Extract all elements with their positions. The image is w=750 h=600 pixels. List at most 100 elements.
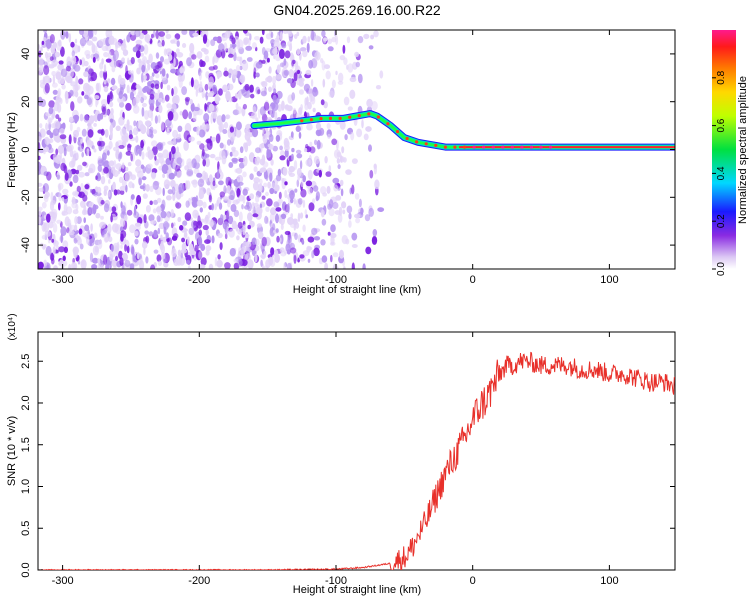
spectrogram-noise-cell: [119, 101, 125, 108]
spectrogram-noise-cell: [247, 224, 251, 230]
spectrogram-noise-cell: [173, 222, 176, 227]
spectrogram-noise-cell: [151, 72, 155, 77]
spectrogram-noise-cell: [77, 164, 83, 171]
spectrogram-noise-cell: [146, 59, 150, 65]
spectrogram-noise-cell: [106, 94, 111, 105]
spectrogram-noise-cell: [43, 259, 47, 267]
spectrogram-noise-cell: [202, 34, 208, 44]
spectrogram-noise-cell: [339, 120, 346, 130]
spectrogram-noise-cell: [145, 184, 150, 192]
spectrogram-noise-cell: [227, 199, 231, 208]
spectrogram-noise-cell: [107, 51, 112, 61]
spectrogram-noise-cell: [259, 203, 263, 209]
spectrogram-noise-cell: [146, 83, 151, 93]
spectrogram-noise-cell: [107, 78, 111, 84]
ridge-hot-spot: [386, 122, 390, 126]
spectrogram-noise-cell: [277, 104, 283, 112]
spectrogram-noise-cell: [170, 39, 176, 44]
spectrogram-noise-cell: [58, 39, 62, 47]
spectrogram-noise-cell: [326, 122, 331, 130]
spectrogram-noise-cell: [161, 236, 168, 243]
spectrogram-noise-cell: [348, 220, 352, 228]
spectrogram-noise-cell: [192, 32, 199, 37]
spectrogram-noise-cell: [320, 58, 324, 64]
spectrogram-noise-cell: [110, 244, 114, 252]
spectrogram-noise-cell: [62, 188, 69, 195]
spectrogram-noise-cell: [287, 236, 291, 245]
spectrogram-noise-cell: [167, 169, 172, 174]
spectrogram-noise-cell: [199, 207, 203, 213]
ridge-hot-spot: [348, 115, 352, 119]
x-tick-label: 100: [600, 575, 618, 587]
spectrogram-noise-cell: [233, 258, 239, 263]
spectrogram-noise-cell: [171, 111, 179, 122]
spectrogram-noise-cell: [332, 252, 339, 258]
spectrogram-noise-cell: [182, 109, 189, 120]
spectrogram-noise-cell: [125, 184, 128, 193]
spectrogram-noise-cell: [58, 202, 61, 211]
spectrogram-noise-cell: [38, 57, 44, 67]
spectrogram-noise-cell: [81, 209, 87, 216]
spectrogram-noise-cell: [113, 53, 116, 61]
spectrogram-noise-cell: [81, 151, 84, 158]
spectrogram-noise-cell: [204, 103, 208, 112]
spectrogram-noise-cell: [314, 35, 320, 42]
spectrogram-noise-cell: [92, 56, 96, 63]
spectrogram-noise-cell: [58, 60, 64, 65]
spectrogram-noise-cell: [166, 103, 172, 109]
spectrogram-noise-cell: [365, 126, 372, 132]
spectrogram-noise-cell: [95, 212, 101, 219]
spectrogram-noise-cell: [364, 214, 371, 222]
spectrogram-noise-cell: [161, 39, 165, 47]
spectrogram-noise-cell: [92, 245, 100, 256]
spectrogram-noise-cell: [62, 255, 66, 262]
spectrogram-noise-cell: [245, 45, 253, 51]
spectrogram-noise-cell: [108, 37, 113, 45]
snr-x-label: Height of straight line (km): [293, 584, 421, 596]
spectrogram-noise-cell: [208, 194, 213, 203]
spectrogram-noise-cell: [328, 165, 332, 172]
spectrogram-noise-cell: [316, 139, 321, 150]
spectrogram-noise-cell: [252, 157, 258, 165]
spectrogram-noise-cell: [124, 244, 128, 252]
spectrogram-noise-cell: [186, 168, 194, 177]
spectrogram-noise-cell: [68, 33, 72, 43]
spectrogram-noise-cell: [336, 158, 341, 164]
spectrogram-noise-cell: [149, 185, 154, 193]
spectrogram-noise-cell: [220, 214, 224, 222]
spectrogram-noise-cell: [103, 85, 109, 93]
spectrogram-noise-cell: [299, 254, 305, 259]
spectrogram-noise-cell: [104, 129, 109, 138]
y-tick-label: 1.0: [20, 479, 32, 494]
spectrogram-noise-cell: [334, 210, 341, 215]
spectrogram-noise-cell: [130, 153, 133, 162]
spectrogram-noise-cell: [103, 167, 109, 174]
spectrogram-noise-cell: [374, 179, 380, 190]
spectrogram-noise-cell: [177, 74, 183, 83]
spectrogram-noise-cell: [70, 101, 75, 112]
spectrogram-noise-cell: [173, 137, 177, 146]
spectrogram-noise-cell: [231, 133, 235, 139]
spectrogram-noise-cell: [328, 208, 335, 217]
y-tick-label: 0.5: [20, 521, 32, 536]
spectrogram-noise-cell: [153, 199, 159, 205]
spectrogram-noise-cell: [52, 222, 58, 233]
spectrogram-noise-cell: [218, 43, 225, 52]
spectrogram-noise-cell: [286, 105, 293, 112]
spectrogram-noise-cell: [90, 223, 93, 232]
spectrogram-noise-cell: [53, 240, 59, 247]
ridge-hot-spot: [357, 114, 361, 118]
spectrogram-noise-cell: [115, 163, 122, 170]
spectrogram-noise-cell: [237, 229, 242, 235]
spectrogram-noise-cell: [337, 164, 341, 170]
spectrogram-noise-cell: [103, 203, 110, 213]
spectrogram-noise-cell: [291, 92, 296, 101]
spectrogram-noise-cell: [113, 261, 117, 269]
spectrogram-noise-cell: [325, 70, 331, 80]
spectrogram-noise-cell: [89, 252, 94, 263]
spectrogram-noise-cell: [170, 68, 177, 74]
spectrogram-noise-cell: [228, 228, 235, 238]
spectrogram-noise-cell: [249, 193, 255, 200]
spectrogram-noise-cell: [166, 237, 173, 246]
spectrogram-noise-cell: [270, 247, 275, 256]
